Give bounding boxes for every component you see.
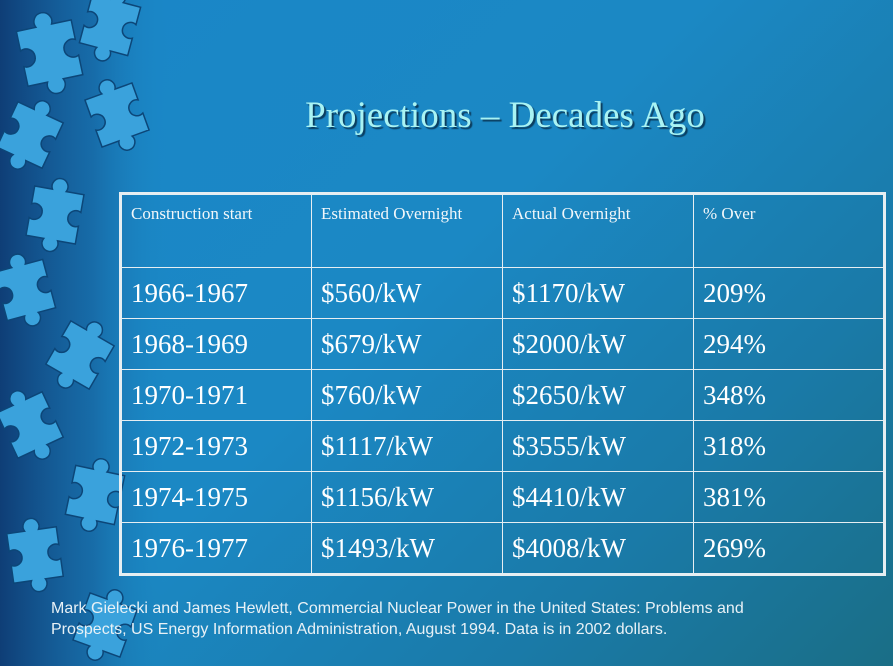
puzzle-piece-icon	[64, 458, 126, 532]
table-row: 1974-1975 $1156/kW $4410/kW 381%	[120, 471, 885, 523]
puzzle-piece-icon	[0, 100, 65, 170]
citation-line: Prospects, US Energy Information Adminis…	[51, 621, 668, 638]
table-cell: $760/kW	[311, 369, 503, 421]
column-header: Construction start	[120, 193, 312, 268]
table-cell: $1156/kW	[311, 471, 503, 523]
table-cell: 381%	[693, 471, 885, 523]
slide-title: Projections – Decades Ago	[305, 95, 705, 136]
citation-line: Mark Gielecki and James Hewlett, Commerc…	[51, 600, 744, 617]
projections-table: Construction start Estimated Overnight A…	[119, 192, 886, 576]
puzzle-piece-icon	[44, 319, 116, 391]
column-header: Estimated Overnight	[311, 193, 503, 268]
table-cell: 1972-1973	[120, 420, 312, 472]
table-cell: $679/kW	[311, 318, 503, 370]
table-cell: 294%	[693, 318, 885, 370]
puzzle-piece-icon	[0, 390, 65, 460]
table-row: 1970-1971 $760/kW $2650/kW 348%	[120, 369, 885, 421]
puzzle-piece-icon	[0, 253, 57, 327]
table-cell: 269%	[693, 522, 885, 575]
table-cell: 1970-1971	[120, 369, 312, 421]
table-cell: 1966-1967	[120, 267, 312, 319]
citation: Mark Gielecki and James Hewlett, Commerc…	[51, 598, 851, 640]
table-header-row: Construction start Estimated Overnight A…	[120, 193, 885, 268]
table-cell: $560/kW	[311, 267, 503, 319]
column-header: % Over	[693, 193, 885, 268]
puzzle-piece-icon	[71, 589, 139, 661]
table-cell: $2000/kW	[502, 318, 694, 370]
puzzle-piece-icon	[15, 11, 84, 95]
puzzle-piece-icon	[25, 177, 85, 253]
puzzle-piece-icon	[5, 517, 65, 593]
table-cell: 1974-1975	[120, 471, 312, 523]
table-cell: $3555/kW	[502, 420, 694, 472]
table-cell: $4410/kW	[502, 471, 694, 523]
table-row: 1972-1973 $1117/kW $3555/kW 318%	[120, 420, 885, 472]
puzzle-piece-icon	[83, 79, 151, 151]
table-cell: 209%	[693, 267, 885, 319]
table-row: 1968-1969 $679/kW $2000/kW 294%	[120, 318, 885, 370]
table-cell: $1170/kW	[502, 267, 694, 319]
table-cell: 1968-1969	[120, 318, 312, 370]
puzzle-piece-icon	[78, 0, 142, 62]
table-row: 1976-1977 $1493/kW $4008/kW 269%	[120, 522, 885, 575]
table-cell: $4008/kW	[502, 522, 694, 575]
table-row: 1966-1967 $560/kW $1170/kW 209%	[120, 267, 885, 319]
table-cell: 318%	[693, 420, 885, 472]
column-header: Actual Overnight	[502, 193, 694, 268]
table-cell: $2650/kW	[502, 369, 694, 421]
table-cell: 1976-1977	[120, 522, 312, 575]
table-cell: $1493/kW	[311, 522, 503, 575]
table-cell: $1117/kW	[311, 420, 503, 472]
table-cell: 348%	[693, 369, 885, 421]
